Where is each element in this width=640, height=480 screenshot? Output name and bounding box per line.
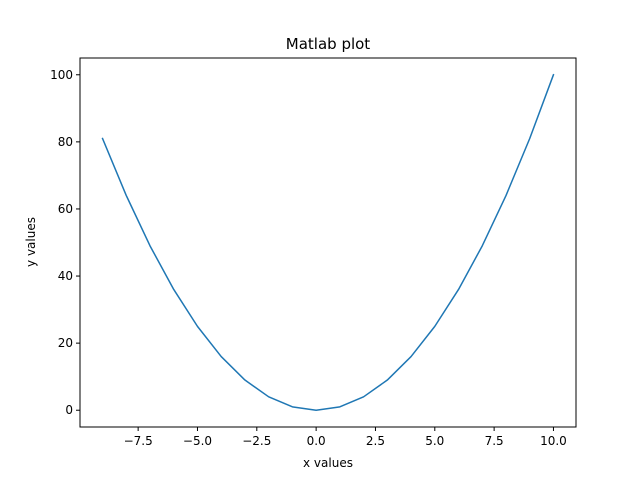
x-tick-label: 0.0: [307, 434, 326, 448]
chart-title: Matlab plot: [286, 35, 371, 53]
plot-area: [79, 57, 577, 428]
y-tick-label: 0: [65, 403, 73, 417]
x-tick-label: 7.5: [485, 434, 504, 448]
x-tick-label: −7.5: [124, 434, 153, 448]
plot-frame: [79, 57, 577, 428]
series-line-0: [101, 73, 555, 411]
y-tick-label: 80: [58, 135, 73, 149]
y-tick-label: 60: [58, 202, 73, 216]
x-tick-label: −5.0: [183, 434, 212, 448]
x-tick-label: 5.0: [425, 434, 444, 448]
y-axis: 0 20 40 60 80 100: [50, 68, 80, 417]
x-tick-label: 10.0: [540, 434, 567, 448]
x-tick-label: −2.5: [242, 434, 271, 448]
y-axis-label: y values: [24, 217, 38, 267]
y-tick-label: 100: [50, 68, 73, 82]
x-axis-label: x values: [303, 456, 353, 470]
y-tick-label: 40: [58, 269, 73, 283]
x-tick-label: 2.5: [366, 434, 385, 448]
x-axis: −7.5 −5.0 −2.5 0.0 2.5 5.0 7.5 10.0: [124, 427, 567, 448]
y-tick-label: 20: [58, 336, 73, 350]
